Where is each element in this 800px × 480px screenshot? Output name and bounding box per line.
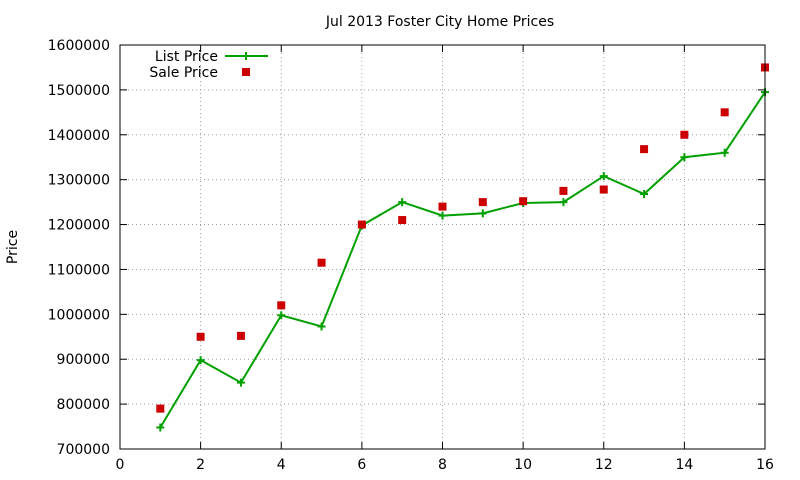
x-tick-label: 8 bbox=[438, 457, 447, 473]
y-tick-label: 1400000 bbox=[48, 128, 110, 144]
plus-marker bbox=[236, 378, 245, 387]
plus-marker bbox=[156, 423, 165, 432]
plus-marker bbox=[680, 153, 689, 162]
plus-marker bbox=[478, 209, 487, 218]
plus-marker bbox=[438, 211, 447, 220]
square-marker bbox=[357, 220, 366, 229]
plus-marker bbox=[599, 172, 608, 181]
y-axis-label: Price bbox=[5, 230, 21, 264]
x-tick-labels: 0 2 4 6 8 10 12 14 16 bbox=[116, 457, 774, 473]
square-marker bbox=[277, 301, 286, 310]
y-tick-label: 1500000 bbox=[48, 83, 110, 99]
legend-swatch-marker bbox=[242, 68, 250, 76]
square-marker bbox=[317, 258, 326, 267]
x-tick-label: 4 bbox=[277, 457, 286, 473]
legend-swatch-marker bbox=[242, 52, 250, 60]
plus-marker bbox=[317, 322, 326, 331]
square-marker bbox=[398, 216, 407, 225]
y-tick-label: 1100000 bbox=[48, 262, 110, 278]
y-tick-label: 800000 bbox=[57, 397, 110, 413]
y-tick-label: 1600000 bbox=[48, 38, 110, 54]
x-tick-label: 14 bbox=[675, 457, 693, 473]
grid bbox=[120, 45, 765, 449]
x-tick-label: 2 bbox=[196, 457, 205, 473]
x-tick-label: 10 bbox=[514, 457, 532, 473]
x-tick-label: 6 bbox=[357, 457, 366, 473]
plus-marker bbox=[720, 148, 729, 157]
square-marker bbox=[236, 331, 245, 340]
y-tick-label: 1000000 bbox=[48, 307, 110, 323]
square-marker bbox=[438, 202, 447, 211]
x-tick-label: 0 bbox=[116, 457, 125, 473]
plus-marker bbox=[640, 190, 649, 199]
legend-label: Sale Price bbox=[149, 65, 218, 81]
x-tick-label: 12 bbox=[595, 457, 613, 473]
square-marker bbox=[156, 404, 165, 413]
x-tick-label: 16 bbox=[756, 457, 774, 473]
y-tick-label: 900000 bbox=[57, 352, 110, 368]
square-marker bbox=[640, 145, 649, 154]
plus-marker bbox=[196, 356, 205, 365]
y-tick-label: 700000 bbox=[57, 442, 110, 458]
square-marker bbox=[519, 197, 528, 206]
plot-frame bbox=[119, 44, 766, 450]
y-tick-label: 1200000 bbox=[48, 218, 110, 234]
square-marker bbox=[680, 130, 689, 139]
plus-marker bbox=[559, 198, 568, 207]
series bbox=[156, 63, 769, 432]
series-list-price bbox=[156, 88, 769, 432]
legend-label: List Price bbox=[155, 49, 218, 65]
y-tick-label: 1300000 bbox=[48, 173, 110, 189]
square-marker bbox=[720, 108, 729, 117]
series-sale-price bbox=[156, 63, 769, 413]
square-marker bbox=[478, 198, 487, 207]
plus-marker bbox=[398, 198, 407, 207]
series-line bbox=[159, 91, 766, 428]
square-marker bbox=[196, 332, 205, 341]
square-marker bbox=[599, 185, 608, 194]
plus-marker bbox=[277, 311, 286, 320]
square-marker bbox=[559, 186, 568, 195]
chart-title: Jul 2013 Foster City Home Prices bbox=[325, 14, 554, 30]
y-tick-labels: 700000 800000 900000 1000000 1100000 1200000 1… bbox=[48, 38, 110, 458]
